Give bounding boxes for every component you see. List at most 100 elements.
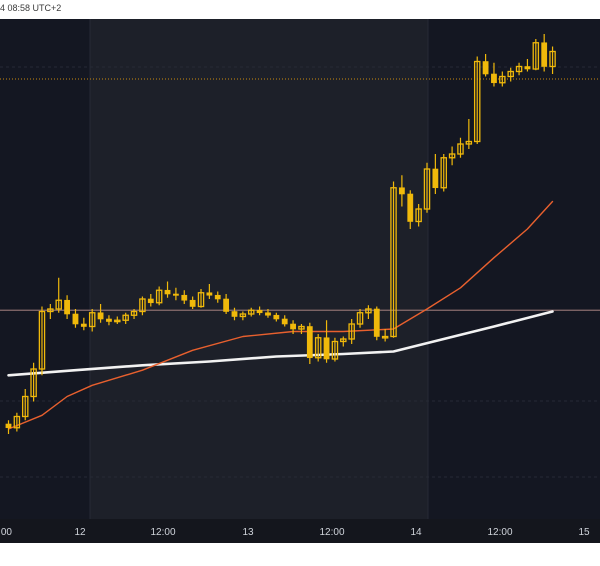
candle-body [448,153,456,159]
candle-body [231,311,238,317]
candlestick-chart[interactable] [0,19,600,543]
candle [331,337,339,362]
candle-body [47,308,54,313]
bottom-margin [0,543,600,566]
candle-body [181,294,188,301]
candle-body [415,208,422,223]
x-tick-label: :00 [0,527,12,538]
candle-body [88,312,96,328]
candle [491,62,497,87]
candle [407,190,414,229]
candle-body [38,310,46,370]
candle-body [541,42,548,67]
candle-body [491,73,497,84]
candle [423,162,431,213]
candle-body [348,323,355,340]
candle-body [290,323,296,330]
candle [197,289,205,308]
x-tick-label: 12 [74,527,86,538]
candle-body [247,309,255,315]
session-band [90,19,428,519]
candle-body [524,66,531,70]
candle [13,412,21,432]
candle [231,307,238,321]
candle-body [106,318,112,322]
candle [21,389,29,421]
candle-body [473,60,481,143]
candle [64,295,70,319]
candle-body [5,423,12,429]
candle-body [457,143,464,155]
candle [47,304,54,319]
candle [473,56,481,144]
candle-body [381,335,389,339]
candle-body [214,294,221,300]
candle-body [532,42,540,70]
candle [114,316,121,324]
candle [507,67,514,82]
candle [390,181,397,338]
candle [130,309,138,319]
candle-body [499,75,506,84]
x-tick-label: 14 [410,527,422,538]
candle [457,137,464,158]
candle-body [323,337,330,360]
session-bands [90,19,428,519]
candle-body [80,323,87,327]
candle-body [281,318,288,325]
candle-body [549,50,556,68]
candle [55,277,62,313]
candle-body [365,308,372,314]
candle-body [331,340,339,360]
candle [541,34,548,72]
candle [214,291,221,303]
candle [273,312,280,322]
candle [72,309,79,328]
candle [5,420,12,434]
candle [365,305,372,319]
candle-body [122,314,129,321]
candle-body [130,310,138,316]
candle [247,307,255,317]
candle-body [432,168,439,189]
x-axis: :00 12 12:00 13 12:00 14 12:00 15 [0,519,600,543]
candle [314,334,322,362]
candle-body [164,289,171,295]
candle [139,296,146,316]
candle-body [173,293,179,296]
candle [306,322,313,364]
candle-body [306,326,313,359]
candle-body [314,337,322,359]
candle-body [398,187,405,195]
candle [415,204,422,227]
candle [223,294,230,314]
candle [381,329,389,342]
candle-body [139,298,146,313]
candle [323,320,330,363]
candle-body [21,395,29,418]
candle-body [256,309,263,314]
candle [30,362,37,402]
candle [206,284,213,299]
candle [164,281,171,298]
candle [356,309,364,328]
candle [398,175,405,207]
candle-body [423,168,431,210]
x-tick-label: 12:00 [487,527,513,538]
candle-body [507,70,514,78]
candle [265,309,271,318]
candle-body [55,299,62,310]
candle [432,154,439,194]
candle-body [340,338,347,343]
candle [122,312,129,324]
x-tick-label: 12:00 [150,527,176,538]
candle-body [273,314,280,320]
candle-body [465,140,473,145]
candle-body [197,292,205,308]
candle-body [356,312,364,325]
candle-body [13,415,21,429]
candle [465,119,473,149]
x-tick-label: 13 [242,527,254,538]
candle [515,62,523,76]
candle [106,315,112,326]
